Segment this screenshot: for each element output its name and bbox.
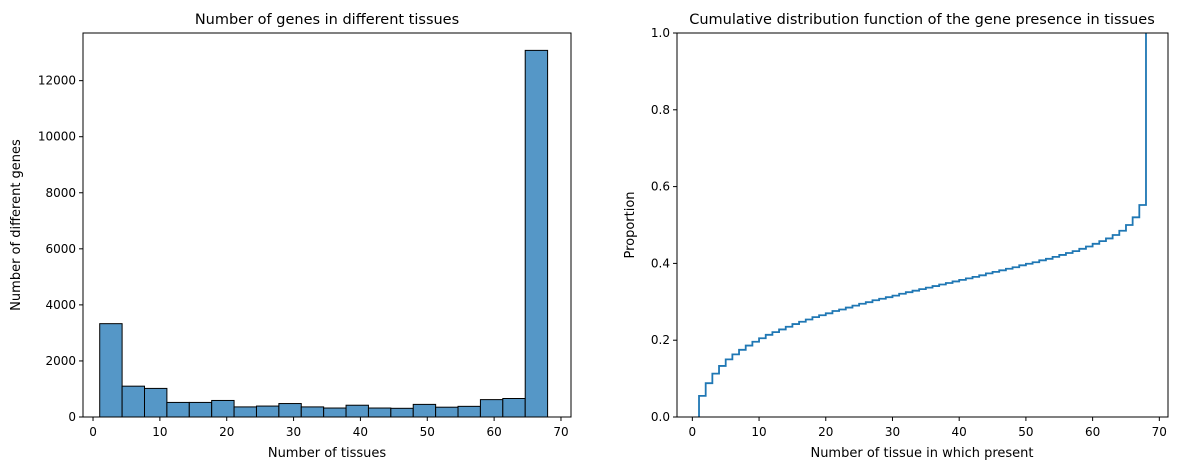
ecdf-x-tick-label: 30 — [885, 425, 900, 439]
histogram-bar — [457, 405, 481, 418]
histogram-bar — [502, 398, 526, 418]
histogram-y-tick-label: 4000 — [45, 298, 76, 312]
histogram-plot-frame — [82, 32, 572, 418]
ecdf-x-tick-label: 40 — [952, 425, 967, 439]
ecdf-x-tick-label: 0 — [689, 425, 697, 439]
histogram-bar — [99, 323, 123, 418]
ecdf-y-axis-label: Proportion — [623, 191, 638, 258]
histogram-x-tick-label: 50 — [420, 425, 435, 439]
histogram-y-tick-label: 10000 — [38, 130, 76, 144]
ecdf-title: Cumulative distribution function of the … — [689, 12, 1155, 28]
histogram-bars — [99, 49, 549, 418]
histogram-bar — [144, 387, 168, 418]
ecdf-x-tick-label: 60 — [1085, 425, 1100, 439]
histogram-bar — [367, 407, 392, 418]
histogram-bar — [121, 385, 146, 418]
ecdf-y-tick-label: 0.4 — [651, 256, 670, 270]
histogram-bar — [300, 406, 325, 418]
histogram-x-tick-label: 40 — [353, 425, 368, 439]
histogram-bar — [479, 399, 504, 418]
histogram-x-tick-label: 60 — [486, 425, 501, 439]
ecdf-x-tick-label: 10 — [751, 425, 766, 439]
histogram-ticks: 0 10 20 30 40 50 60 70 0 2000 4000 6000 8000 10000 120… — [38, 74, 569, 439]
histogram-bar — [233, 406, 257, 418]
ecdf-x-axis-label: Number of tissue in which present — [810, 446, 1033, 461]
histogram-y-tick-label: 2000 — [45, 354, 76, 368]
ecdf-panel: Cumulative distribution function of the … — [623, 12, 1169, 461]
ecdf-y-tick-label: 0.2 — [651, 333, 670, 347]
ecdf-y-tick-label: 0.8 — [651, 103, 670, 117]
histogram-x-tick-label: 0 — [89, 425, 97, 439]
histogram-y-tick-label: 0 — [68, 410, 76, 424]
histogram-x-tick-label: 20 — [219, 425, 234, 439]
histogram-bar — [390, 407, 414, 418]
histogram-y-axis-label: Number of different genes — [9, 139, 24, 311]
histogram-bar — [524, 49, 549, 418]
histogram-bar — [255, 405, 280, 418]
ecdf-y-tick-label: 0.6 — [651, 180, 670, 194]
ecdf-y-tick-label: 1.0 — [651, 26, 670, 40]
histogram-bar — [412, 403, 437, 418]
histogram-y-tick-label: 12000 — [38, 74, 76, 88]
histogram-bar — [211, 399, 235, 418]
histogram-x-tick-label: 30 — [286, 425, 301, 439]
ecdf-x-tick-label: 70 — [1152, 425, 1167, 439]
histogram-x-tick-label: 10 — [152, 425, 167, 439]
ecdf-plot-frame — [676, 32, 1169, 418]
histogram-bar — [188, 401, 213, 418]
ecdf-x-tick-label: 50 — [1018, 425, 1033, 439]
ecdf-x-tick-label: 20 — [818, 425, 833, 439]
histogram-bar — [278, 403, 302, 418]
histogram-x-tick-label: 70 — [553, 425, 568, 439]
histogram-bar — [166, 401, 190, 418]
histogram-bar — [435, 406, 459, 418]
histogram-bar — [323, 407, 347, 418]
histogram-panel: Number of genes in different tissues Num… — [9, 12, 572, 461]
histogram-title: Number of genes in different tissues — [195, 12, 459, 28]
ecdf-y-tick-label: 0.0 — [651, 410, 670, 424]
histogram-y-tick-label: 6000 — [45, 242, 76, 256]
histogram-y-tick-label: 8000 — [45, 186, 76, 200]
ecdf-ticks: 0 10 20 30 40 50 60 70 0.0 0.2 0.4 0.6 0.8 1.0 — [651, 26, 1167, 439]
ecdf-line-group — [698, 33, 1147, 417]
histogram-x-axis-label: Number of tissues — [268, 446, 387, 461]
ecdf-step-line — [698, 33, 1147, 417]
histogram-bar — [345, 404, 369, 418]
